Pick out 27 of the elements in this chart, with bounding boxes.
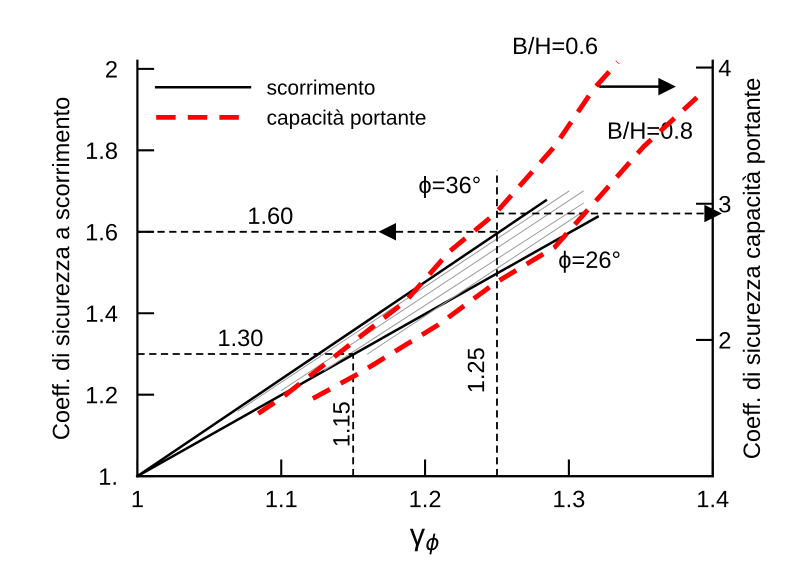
annotation: 1.30 [219,330,262,346]
y-tick-label: 2 [106,60,117,78]
annotation: ϕ=36° [419,176,480,198]
legend-label: capacità portante [267,109,426,129]
y2-tick-label: 4 [718,60,731,76]
y-tick-label: 1.8 [86,142,117,160]
annotation: 1.60 [249,207,292,224]
y-tick-label: 1.4 [86,306,118,322]
annotation: 1.15 [333,402,350,446]
annotation: ϕ=26° [559,250,620,273]
x-tick-label: 1.3 [554,490,584,508]
y-axis-title: Coeff. di sicurezza a scorrimento [52,98,70,439]
y-tick-label: 1. [100,468,116,485]
x-tick-label: 1.1 [266,490,297,508]
x-tick-label: 1.2 [410,490,440,508]
y2-tick-label: 3 [719,196,730,213]
annotation: B/H=0.8 [608,122,692,139]
annotation: 1.25 [468,348,484,392]
y2-tick-label: 2 [719,332,730,349]
text: B/H=0.6 [514,36,598,54]
y-tick-label: 1.6 [86,224,117,241]
x-tick-label: 1.4 [698,490,728,508]
x-tick-label: 1 [132,490,143,508]
y-tick-label: 1.2 [86,386,117,404]
legend-label: scorrimento [267,79,375,95]
y2-axis-title: Coeff. di sicurezza capacità portante [742,78,765,458]
x-axis-title: γ$_{ϕ}$ [410,528,438,554]
